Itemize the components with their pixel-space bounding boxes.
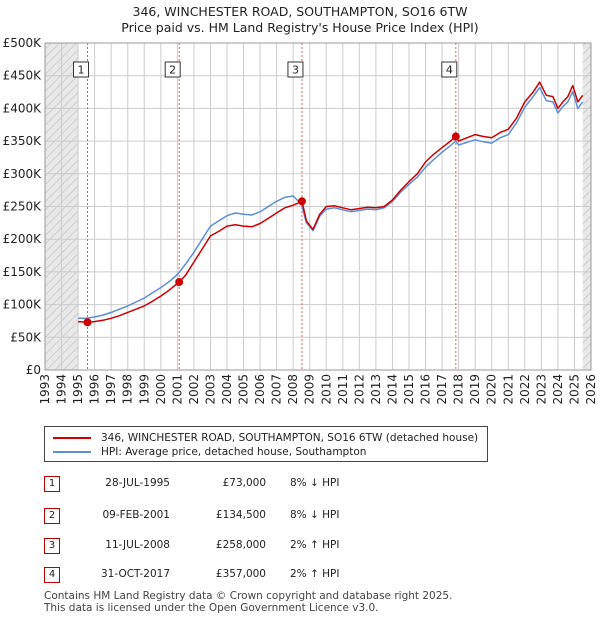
x-tick-label: 2022 <box>518 374 532 405</box>
y-tick-label: £350K <box>3 134 43 148</box>
x-tick-label: 2017 <box>435 374 449 405</box>
transaction-number: 2 <box>44 508 60 524</box>
sale-label-box <box>287 61 304 78</box>
transaction-date: 11-JUL-2008 <box>105 539 170 551</box>
chart-legend: 346, WINCHESTER ROAD, SOUTHAMPTON, SO16 … <box>44 426 488 462</box>
y-tick-label: £100K <box>3 298 43 312</box>
transaction-hpi: 2% ↑ HPI <box>290 539 340 551</box>
x-tick-label: 1999 <box>137 374 151 405</box>
legend-item-hpi: HPI: Average price, detached house, Sout… <box>53 445 366 459</box>
x-tick-label: 1994 <box>55 374 69 405</box>
sale-point <box>297 197 306 206</box>
chart-subtitle: Price paid vs. HM Land Registry's House … <box>121 20 479 35</box>
transaction-price: £258,000 <box>215 539 266 551</box>
x-tick-label: 2011 <box>336 374 350 405</box>
transaction-hpi: 8% ↓ HPI <box>290 477 340 489</box>
transaction-date: 09-FEB-2001 <box>102 509 170 521</box>
x-tick-label: 2001 <box>170 374 184 405</box>
x-tick-label: 2021 <box>501 374 515 405</box>
x-tick-label: 2008 <box>286 374 300 405</box>
legend-label-property: 346, WINCHESTER ROAD, SOUTHAMPTON, SO16 … <box>101 432 479 444</box>
sale-label-box <box>164 61 181 78</box>
x-tick-label: 2004 <box>220 374 234 405</box>
x-tick-label: 1998 <box>121 374 135 405</box>
x-tick-label: 2012 <box>352 374 366 405</box>
x-tick-label: 2000 <box>154 374 168 405</box>
transaction-hpi: 2% ↑ HPI <box>290 568 340 580</box>
legend-label-hpi: HPI: Average price, detached house, Sout… <box>101 446 367 458</box>
x-tick-label: 1996 <box>88 374 102 405</box>
x-tick-label: 2010 <box>319 374 333 405</box>
transaction-number: 3 <box>44 538 60 554</box>
transaction-hpi: 8% ↓ HPI <box>290 509 340 521</box>
x-tick-label: 2016 <box>419 374 433 405</box>
x-tick-label: 2020 <box>485 374 499 405</box>
x-tick-label: 2023 <box>534 374 548 405</box>
transaction-price: £134,500 <box>215 509 266 521</box>
y-tick-label: £50K <box>10 330 42 344</box>
x-tick-label: 1995 <box>71 374 85 405</box>
sale-point <box>175 278 184 287</box>
y-tick-label: £250K <box>3 200 43 214</box>
transaction-number: 4 <box>44 567 60 583</box>
transaction-date: 31-OCT-2017 <box>101 568 170 580</box>
series-line-property <box>78 81 584 324</box>
legend-swatch-property <box>53 437 91 439</box>
y-tick-label: £150K <box>3 265 43 279</box>
sale-label-number: 4 <box>446 64 453 77</box>
chart-title-address: 346, WINCHESTER ROAD, SOUTHAMPTON, SO16 … <box>132 4 468 19</box>
y-tick-label: £400K <box>3 101 43 115</box>
sale-label-box <box>73 61 90 78</box>
x-tick-label: 2014 <box>385 374 399 405</box>
x-tick-label: 2013 <box>369 374 383 405</box>
sale-point <box>83 318 92 327</box>
y-tick-label: £450K <box>3 69 43 83</box>
x-tick-label: 2026 <box>584 374 598 405</box>
x-tick-label: 2015 <box>402 374 416 405</box>
x-tick-label: 1997 <box>104 374 118 405</box>
x-tick-label: 2009 <box>303 374 317 405</box>
x-tick-label: 2024 <box>551 374 565 405</box>
x-tick-label: 2025 <box>567 374 581 405</box>
y-tick-label: £0 <box>26 363 41 377</box>
transaction-number: 1 <box>44 476 60 492</box>
footer-copyright: Contains HM Land Registry data © Crown c… <box>44 590 453 602</box>
footer-license: This data is licensed under the Open Gov… <box>44 602 379 614</box>
x-tick-label: 2007 <box>270 374 284 405</box>
x-tick-label: 2003 <box>203 374 217 405</box>
series-line-hpi <box>78 86 584 320</box>
price-chart: 1 2 3 4 £0 £50K £100K £150K £200K £250K £300K £350… <box>3 36 598 405</box>
y-tick-label: £500K <box>3 36 43 50</box>
y-tick-label: £300K <box>3 167 43 181</box>
sale-label-number: 1 <box>78 64 85 77</box>
legend-swatch-hpi <box>53 451 91 453</box>
sale-label-number: 3 <box>292 64 299 77</box>
transaction-date: 28-JUL-1995 <box>105 477 170 489</box>
transaction-price: £73,000 <box>222 477 266 489</box>
sale-label-box <box>441 61 458 78</box>
x-tick-label: 2019 <box>468 374 482 405</box>
legend-item-property: 346, WINCHESTER ROAD, SOUTHAMPTON, SO16 … <box>53 431 478 445</box>
sale-label-number: 2 <box>169 64 176 77</box>
sale-point <box>451 132 460 141</box>
x-tick-label: 2005 <box>237 374 251 405</box>
x-tick-label: 1993 <box>38 374 52 405</box>
x-tick-label: 2002 <box>187 374 201 405</box>
y-tick-label: £200K <box>3 232 43 246</box>
transaction-price: £357,000 <box>215 568 266 580</box>
plot-frame <box>44 42 592 371</box>
x-tick-label: 2006 <box>253 374 267 405</box>
x-tick-label: 2018 <box>452 374 466 405</box>
